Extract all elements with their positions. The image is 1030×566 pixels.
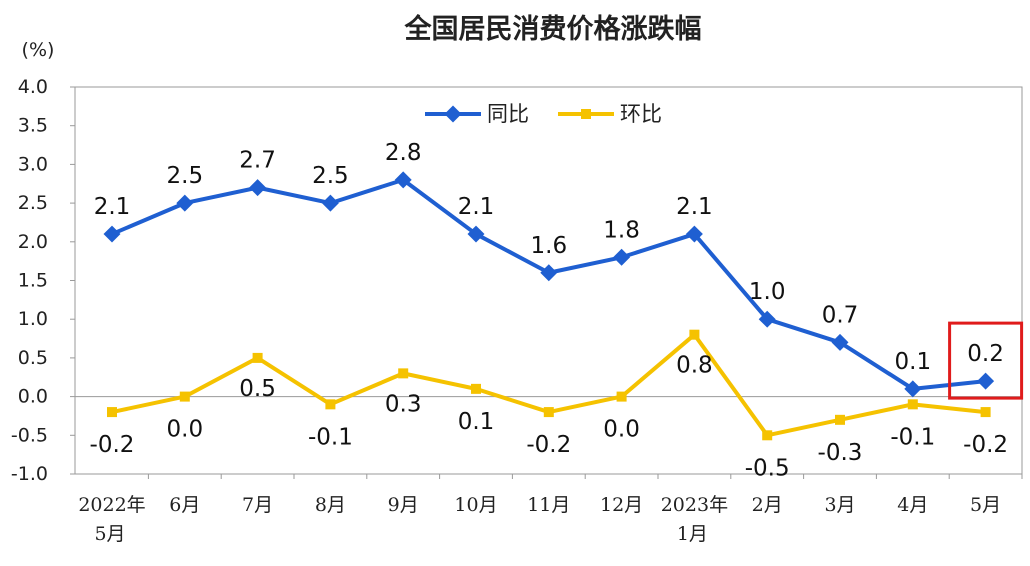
data-label: 2.5 [167, 163, 204, 189]
point-marker [321, 194, 339, 212]
point-marker [325, 399, 336, 410]
legend-marker-diamond [444, 105, 462, 123]
y-tick-label: -1.0 [11, 463, 48, 485]
data-label: 1.6 [531, 233, 568, 259]
data-label: 2.5 [312, 163, 349, 189]
x-tick-label: 12月 [600, 494, 643, 516]
point-marker [252, 352, 263, 363]
x-tick-label: 2月 [752, 494, 783, 516]
point-marker [467, 225, 485, 243]
y-tick-label: 1.0 [18, 308, 48, 330]
x-tick-label: 6月 [169, 494, 200, 516]
legend-label: 环比 [620, 102, 662, 126]
point-marker [176, 194, 194, 212]
point-marker [543, 407, 554, 418]
point-marker [398, 368, 409, 379]
y-axis-ticks: 4.0 3.5 3.0 2.5 2.0 1.5 1.0 0.5 0.0 -0.5 -1.0 [11, 76, 75, 485]
point-marker [835, 414, 845, 425]
x-tick-label: 5月 [970, 494, 1001, 516]
data-label: 0.1 [895, 349, 932, 375]
series-layer [103, 171, 995, 441]
x-tick-label: 11月 [527, 494, 570, 516]
data-label: -0.2 [963, 432, 1008, 458]
point-marker [977, 372, 995, 390]
x-tick-label: 4月 [897, 494, 928, 516]
highlight-box [948, 321, 1024, 400]
x-tick-label: 9月 [388, 494, 419, 516]
data-label: 0.5 [239, 376, 276, 402]
point-marker [613, 248, 631, 266]
y-tick-label: 0.5 [18, 347, 48, 369]
point-marker [980, 407, 991, 418]
x-tick-label: 10月 [454, 494, 497, 516]
data-label: 2.1 [676, 194, 713, 220]
y-tick-label: 4.0 [18, 76, 48, 98]
data-label: 0.7 [822, 302, 859, 328]
legend: 同比 环比 [425, 102, 662, 126]
point-marker [103, 225, 121, 243]
chart-title: 全国居民消费价格涨跌幅 [404, 13, 702, 45]
data-label: 0.3 [385, 391, 422, 417]
legend-marker-square [581, 109, 591, 119]
point-marker [758, 310, 776, 328]
data-label: -0.2 [90, 432, 135, 458]
point-marker [249, 179, 267, 197]
data-label: 0.0 [167, 417, 204, 443]
data-label: 0.0 [603, 417, 640, 443]
y-axis-unit-label: (%) [22, 39, 55, 61]
data-label: 1.0 [749, 279, 786, 305]
point-marker [394, 171, 412, 189]
x-tick-label: 1月 [677, 523, 708, 545]
point-marker [107, 407, 117, 418]
x-tick-label: 5月 [94, 523, 125, 545]
y-tick-label: 2.0 [18, 231, 48, 253]
y-tick-label: 1.5 [18, 270, 48, 292]
data-label: 2.7 [239, 148, 276, 174]
data-labels-layer: 2.1 2.5 2.7 2.5 2.8 2.1 1.6 1.8 2.1 1.0 0.7 0.1 0.2 -… [90, 140, 1008, 481]
point-marker [907, 399, 918, 410]
data-label: -0.2 [526, 432, 571, 458]
x-tick-label: 8月 [315, 494, 346, 516]
data-label: 1.8 [603, 217, 640, 243]
x-tick-label: 7月 [242, 494, 273, 516]
data-label: 2.1 [458, 194, 495, 220]
data-label: -0.3 [818, 440, 863, 466]
point-marker [179, 391, 190, 402]
y-tick-label: 3.5 [18, 115, 48, 137]
point-marker [689, 329, 700, 340]
data-label: 0.1 [458, 409, 495, 435]
y-tick-label: 2.5 [18, 192, 48, 214]
data-label: -0.1 [890, 424, 935, 450]
point-marker [616, 391, 627, 402]
x-tick-label: 2023年 [661, 494, 728, 516]
legend-label: 同比 [487, 102, 529, 126]
y-tick-label: -0.5 [11, 424, 48, 446]
point-marker [685, 225, 703, 243]
x-tick-label: 2022年 [78, 494, 145, 516]
data-label: 0.2 [967, 341, 1004, 367]
data-label: 0.8 [676, 353, 713, 379]
data-label: -0.5 [745, 455, 790, 481]
data-label: -0.1 [308, 424, 353, 450]
point-marker [831, 333, 849, 351]
point-marker [762, 430, 773, 441]
data-label: 2.1 [94, 194, 131, 220]
x-axis-ticks: 2022年 5月 6月 7月 8月 9月 10月 11月 12月 2023年 1月 2月 3月 4月 5月 [78, 474, 1023, 545]
series-line-0 [111, 177, 986, 391]
y-tick-label: 3.0 [18, 153, 48, 175]
point-marker [540, 264, 558, 282]
data-label: 2.8 [385, 140, 422, 166]
point-marker [471, 383, 481, 394]
x-tick-label: 3月 [824, 494, 855, 516]
point-marker [904, 380, 922, 398]
y-tick-label: 0.0 [18, 386, 48, 408]
